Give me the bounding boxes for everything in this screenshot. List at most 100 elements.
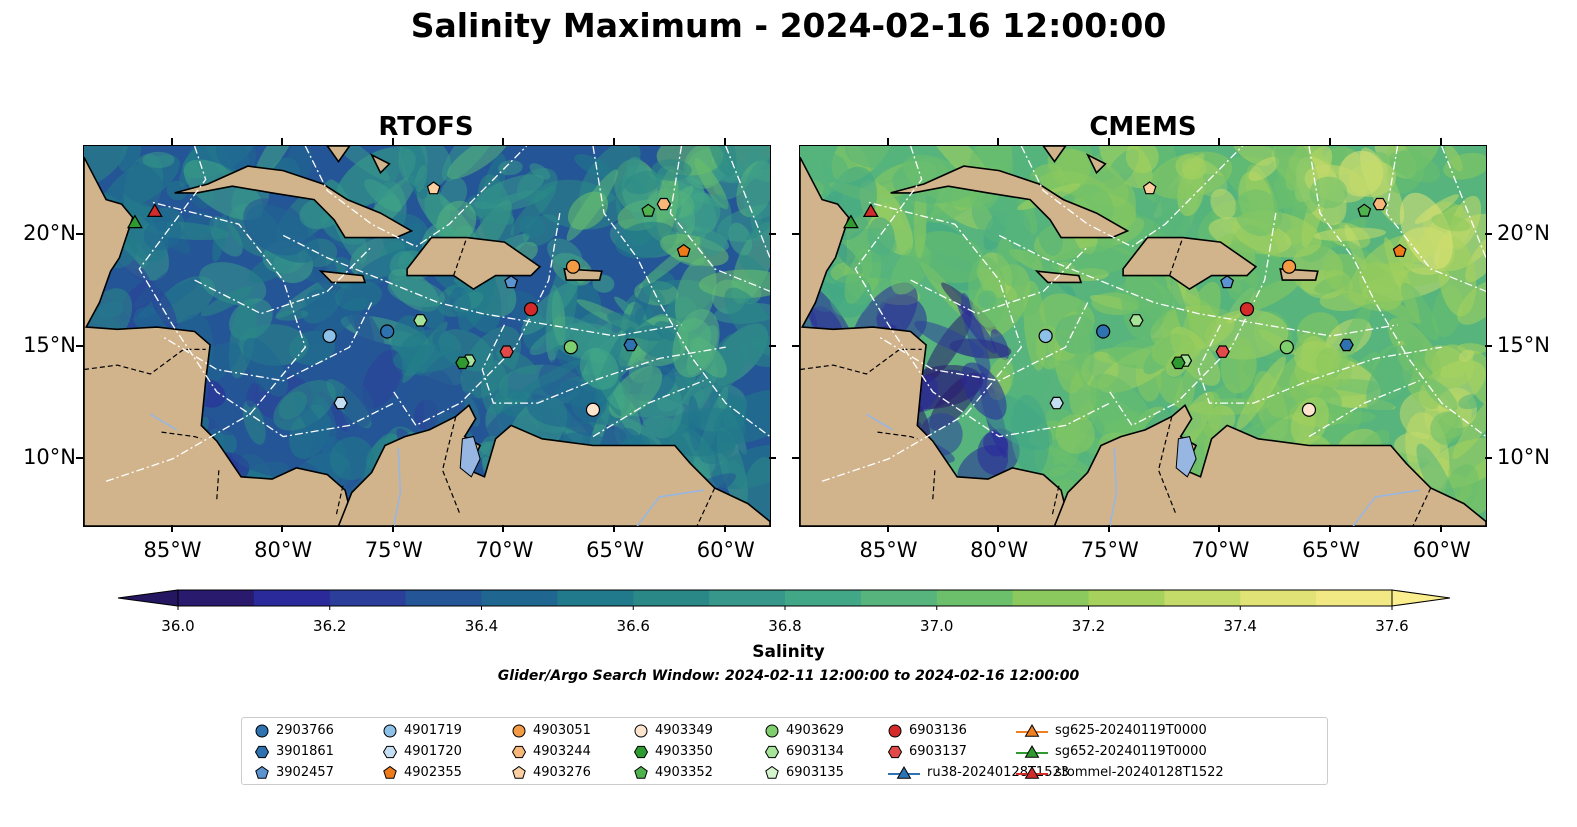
map-rtofs[interactable]: [83, 145, 771, 527]
tick-mark: [769, 456, 776, 459]
rtofs-marker-18[interactable]: [146, 203, 163, 218]
rtofs-marker-0[interactable]: [426, 181, 441, 195]
rtofs-marker-2[interactable]: [656, 197, 671, 211]
rtofs-marker-9[interactable]: [499, 345, 514, 358]
tick-mark: [886, 138, 889, 145]
colorbar-tick-label: 37.6: [1375, 617, 1408, 635]
legend-marker-icon: [383, 765, 397, 779]
rtofs-lon-tick-5: 60°W: [696, 538, 755, 562]
rtofs-marker-1[interactable]: [641, 203, 656, 217]
colorbar-segment: [178, 590, 255, 606]
landmass: [800, 156, 1071, 526]
tick-mark: [769, 345, 776, 348]
tick-mark: [997, 525, 1000, 532]
colorbar-segment: [481, 590, 558, 606]
legend-marker-icon: [512, 765, 526, 779]
rtofs-marker-12[interactable]: [333, 396, 348, 410]
cmems-lon-tick-1: 80°W: [970, 538, 1029, 562]
cmems-marker-9[interactable]: [1215, 345, 1230, 358]
cmems-marker-18[interactable]: [862, 203, 879, 218]
legend-item-4903244: 4903244: [511, 741, 591, 762]
tick-mark: [170, 138, 173, 145]
legend-item-4903349: 4903349: [633, 720, 713, 741]
left-lat-tick-1: 15°N: [23, 333, 76, 358]
landmass: [369, 153, 391, 175]
cmems-marker-13[interactable]: [1301, 402, 1317, 417]
panel-title-cmems: CMEMS: [1089, 112, 1197, 142]
rtofs-marker-17[interactable]: [126, 214, 143, 229]
cmems-marker-15[interactable]: [1096, 324, 1111, 339]
cmems-marker-6[interactable]: [1239, 302, 1255, 317]
legend-label: 4903352: [655, 765, 713, 780]
rtofs-marker-3[interactable]: [676, 243, 691, 257]
map-cmems[interactable]: [799, 145, 1487, 527]
tick-mark: [1218, 138, 1221, 145]
legend-label: 4903276: [533, 765, 591, 780]
colorbar-segment: [1088, 590, 1165, 606]
cmems-lon-tick-3: 70°W: [1191, 538, 1250, 562]
rtofs-marker-6[interactable]: [523, 302, 539, 317]
tick-mark: [1107, 525, 1110, 532]
legend-marker-icon: [511, 745, 527, 758]
cmems-marker-0[interactable]: [1142, 181, 1157, 195]
legend-label: 4901720: [404, 744, 462, 759]
colorbar-segment: [253, 590, 331, 606]
legend-marker-icon: [888, 765, 920, 779]
landmass: [1042, 146, 1067, 163]
cmems-marker-1[interactable]: [1357, 203, 1372, 217]
rtofs-marker-15[interactable]: [380, 324, 395, 339]
cmems-marker-4[interactable]: [1281, 259, 1297, 274]
tick-mark: [1107, 138, 1110, 145]
legend-item-4903350: 4903350: [633, 741, 713, 762]
colorbar-tick-label: 36.0: [161, 617, 194, 635]
landmass: [326, 146, 351, 163]
rtofs-marker-4[interactable]: [565, 259, 581, 274]
map-cmems-canvas: [800, 146, 1486, 526]
cmems-marker-12[interactable]: [1049, 396, 1064, 410]
rtofs-marker-13[interactable]: [585, 402, 601, 417]
legend-label: sg652-20240119T0000: [1055, 744, 1207, 759]
landmass: [1085, 153, 1107, 175]
rtofs-marker-11[interactable]: [455, 356, 470, 370]
legend-item-4902355: 4902355: [382, 762, 462, 783]
rtofs-marker-7[interactable]: [563, 340, 578, 355]
tick-mark: [886, 525, 889, 532]
colorbar-segment: [860, 590, 938, 606]
landmass: [1122, 236, 1258, 291]
tick-mark: [1439, 525, 1442, 532]
cmems-marker-14[interactable]: [1038, 328, 1053, 344]
colorbar-segment: [936, 590, 1014, 606]
rtofs-marker-5[interactable]: [504, 275, 519, 289]
cmems-marker-2[interactable]: [1372, 197, 1387, 211]
cmems-marker-11[interactable]: [1171, 356, 1186, 370]
legend-label: 4903349: [655, 723, 713, 738]
legend-label: 4903629: [786, 723, 844, 738]
tick-mark: [1485, 456, 1492, 459]
legend-marker-icon: [255, 724, 269, 737]
tick-mark: [792, 345, 799, 348]
colorbar-tick-label: 37.2: [1072, 617, 1105, 635]
tick-mark: [613, 525, 616, 532]
cmems-marker-3[interactable]: [1392, 243, 1407, 257]
cmems-marker-8[interactable]: [1339, 338, 1354, 352]
cmems-marker-7[interactable]: [1279, 340, 1294, 355]
tick-mark: [1218, 525, 1221, 532]
legend-item-4903276: 4903276: [511, 762, 591, 783]
rtofs-marker-8[interactable]: [623, 338, 638, 352]
legend-item-6903137: 6903137: [887, 741, 967, 762]
cmems-marker-16[interactable]: [1129, 314, 1144, 327]
cmems-marker-5[interactable]: [1220, 275, 1235, 289]
tick-mark: [502, 525, 505, 532]
rtofs-marker-14[interactable]: [322, 328, 337, 344]
landmass: [174, 165, 414, 239]
legend-item-sg625-20240119T0000: sg625-20240119T0000: [1015, 720, 1207, 741]
tick-mark: [1439, 138, 1442, 145]
legend-item-2903766: 2903766: [254, 720, 334, 741]
rtofs-lon-tick-4: 65°W: [586, 538, 645, 562]
legend-marker-icon: [255, 765, 269, 779]
colorbar-tick-label: 36.8: [768, 617, 801, 635]
cmems-marker-17[interactable]: [842, 214, 859, 229]
colorbar-segment: [785, 590, 862, 606]
legend-label: 6903136: [909, 723, 967, 738]
rtofs-marker-16[interactable]: [413, 314, 428, 327]
